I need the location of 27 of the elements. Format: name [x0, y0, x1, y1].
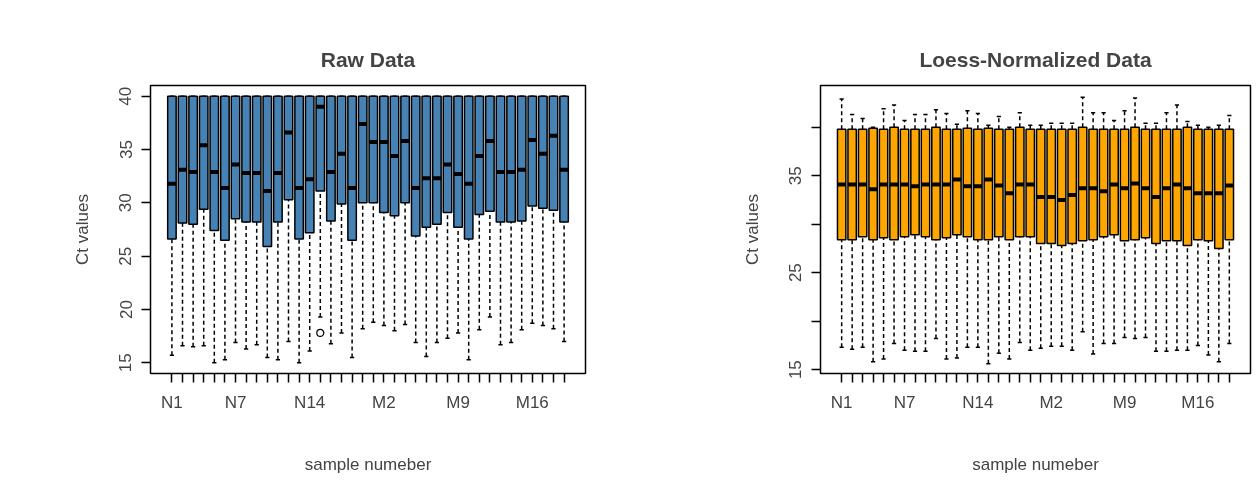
- x-tick-label: M9: [1112, 392, 1137, 412]
- x-tick-label: N14: [294, 392, 326, 412]
- x-axis-title: sample numeber: [304, 454, 432, 474]
- y-tick-label: 30: [116, 193, 136, 213]
- y-tick-label: 15: [116, 353, 136, 373]
- x-tick-label: M9: [446, 392, 470, 412]
- y-tick-label: 15: [786, 360, 806, 380]
- x-tick-label: M16: [515, 392, 549, 412]
- x-tick-label: N1: [830, 392, 853, 412]
- y-tick-label: 40: [116, 86, 136, 106]
- x-tick-label: N7: [224, 392, 247, 412]
- y-tick-label: 25: [786, 263, 806, 283]
- y-tick-label: 25: [116, 246, 136, 266]
- x-tick-label: N1: [161, 392, 183, 412]
- chart-title: Loess-Normalized Data: [919, 47, 1152, 71]
- x-tick-label: N14: [962, 392, 994, 412]
- y-axis-title: Ct values: [72, 194, 92, 265]
- x-axis-title: sample numeber: [972, 454, 1100, 474]
- x-tick-label: M16: [1181, 392, 1215, 412]
- x-tick-label: M2: [372, 392, 396, 412]
- y-axis-title: Ct values: [742, 194, 762, 265]
- chart-title: Raw Data: [320, 47, 416, 71]
- y-tick-label: 20: [116, 300, 136, 319]
- y-tick-label: 35: [116, 140, 136, 159]
- y-tick-label: 35: [786, 166, 806, 186]
- x-tick-label: N7: [893, 392, 916, 412]
- x-tick-label: M2: [1039, 392, 1064, 412]
